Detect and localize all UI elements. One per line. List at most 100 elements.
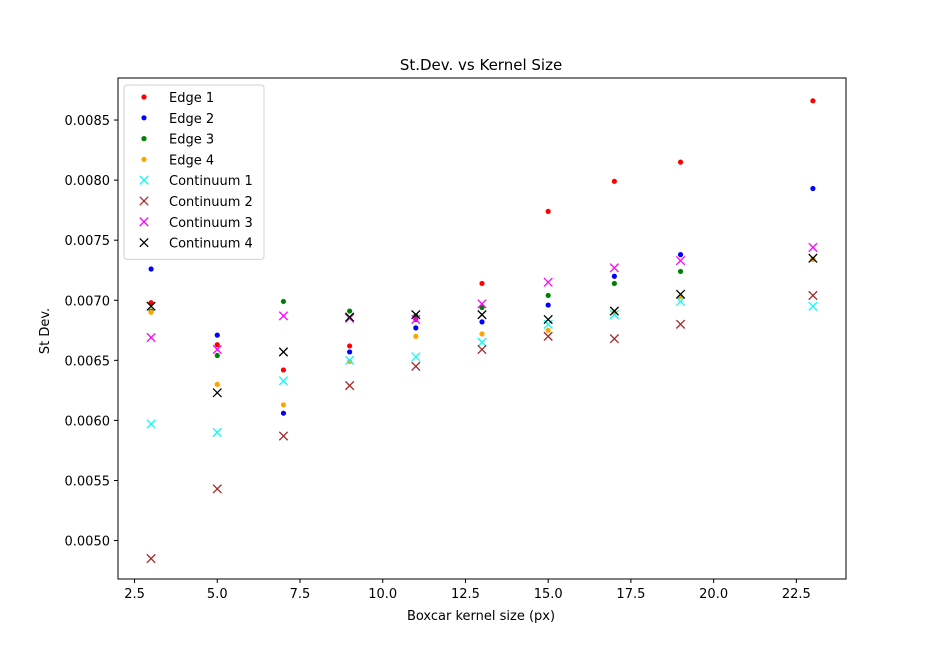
data-point-continuum-4 bbox=[543, 314, 553, 325]
data-point-edge-3 bbox=[677, 268, 684, 275]
data-point-continuum-1 bbox=[344, 355, 355, 365]
legend-label-continuum-2: Continuum 2 bbox=[169, 195, 253, 210]
data-point-edge-2 bbox=[810, 185, 816, 192]
data-point-continuum-4 bbox=[808, 253, 818, 263]
data-point-edge-2 bbox=[214, 332, 220, 338]
data-point-edge-2 bbox=[413, 325, 419, 331]
x-tick-label: 5.0 bbox=[207, 587, 228, 602]
plot-area bbox=[117, 77, 847, 580]
legend-label-edge-1: Edge 1 bbox=[169, 91, 214, 106]
data-point-edge-2 bbox=[611, 273, 617, 279]
data-point-continuum-3 bbox=[808, 242, 818, 253]
y-axis-label: St Dev. bbox=[38, 308, 53, 354]
legend: Edge 1 Edge 2 Edge 3 Edge 4 Continuum 1 Conti… bbox=[123, 84, 265, 260]
legend-marker-edge-2 bbox=[141, 115, 147, 121]
data-point-continuum-3 bbox=[278, 311, 289, 321]
data-point-edge-1 bbox=[810, 98, 816, 104]
data-point-edge-4 bbox=[347, 358, 353, 365]
data-point-continuum-1 bbox=[411, 352, 421, 362]
legend-marker-continuum-3 bbox=[139, 217, 149, 227]
data-point-continuum-2 bbox=[675, 319, 686, 329]
data-point-continuum-3 bbox=[477, 299, 487, 309]
x-axis-ticks: 2.5 5.0 7.5 10.0 12.5 15.0 17.5 20.0 22.5 bbox=[124, 579, 811, 602]
data-point-continuum-1 bbox=[808, 301, 818, 311]
data-point-edge-1 bbox=[214, 342, 220, 348]
data-point-edge-4 bbox=[810, 256, 816, 263]
data-point-edge-2 bbox=[479, 319, 485, 325]
legend-label-edge-4: Edge 4 bbox=[169, 153, 214, 168]
x-tick-label: 22.5 bbox=[782, 587, 811, 602]
series-edge-4 bbox=[148, 256, 816, 408]
x-tick-label: 10.0 bbox=[368, 587, 397, 602]
legend-marker-continuum-4 bbox=[139, 237, 149, 248]
y-tick-label: 0.0085 bbox=[65, 114, 111, 129]
data-point-continuum-4 bbox=[477, 310, 487, 320]
y-tick-label: 0.0050 bbox=[65, 535, 111, 550]
data-point-continuum-2 bbox=[411, 361, 421, 372]
data-point-continuum-1 bbox=[146, 419, 156, 429]
data-point-continuum-4 bbox=[278, 347, 289, 357]
data-point-continuum-1 bbox=[609, 310, 620, 320]
x-tick-label: 17.5 bbox=[616, 587, 645, 602]
x-tick-label: 20.0 bbox=[699, 587, 728, 602]
data-point-continuum-2 bbox=[146, 553, 156, 564]
data-point-edge-4 bbox=[479, 331, 485, 337]
data-point-continuum-4 bbox=[609, 306, 620, 316]
data-point-edge-1 bbox=[677, 159, 684, 165]
data-point-continuum-4 bbox=[344, 312, 355, 322]
data-point-continuum-3 bbox=[543, 277, 553, 287]
data-point-continuum-2 bbox=[543, 331, 553, 341]
data-point-continuum-1 bbox=[212, 427, 222, 438]
legend-label-edge-2: Edge 2 bbox=[169, 112, 214, 127]
x-axis-label: Boxcar kernel size (px) bbox=[407, 609, 555, 624]
data-point-continuum-1 bbox=[543, 319, 553, 329]
series-continuum-3 bbox=[146, 242, 818, 355]
y-tick-label: 0.0080 bbox=[65, 174, 111, 189]
data-point-edge-4 bbox=[545, 327, 551, 333]
series-continuum-2 bbox=[146, 290, 818, 564]
data-point-continuum-2 bbox=[212, 484, 222, 494]
data-point-edge-1 bbox=[148, 300, 154, 306]
data-point-edge-3 bbox=[545, 292, 551, 299]
data-point-edge-3 bbox=[479, 304, 485, 311]
legend-label-edge-3: Edge 3 bbox=[169, 133, 214, 148]
x-tick-label: 12.5 bbox=[451, 587, 480, 602]
data-point-continuum-1 bbox=[477, 337, 487, 347]
legend-label-continuum-3: Continuum 3 bbox=[169, 216, 253, 231]
data-point-edge-2 bbox=[677, 252, 684, 258]
data-point-continuum-4 bbox=[146, 301, 156, 311]
x-tick-label: 15.0 bbox=[534, 587, 563, 602]
y-axis-ticks: 0.0050 0.0055 0.0060 0.0065 0.0070 0.0075 0.00… bbox=[65, 114, 118, 550]
data-point-continuum-4 bbox=[411, 310, 421, 320]
data-point-edge-2 bbox=[280, 410, 287, 416]
legend-marker-edge-1 bbox=[141, 94, 147, 100]
legend-label-continuum-4: Continuum 4 bbox=[169, 237, 253, 252]
legend-label-continuum-1: Continuum 1 bbox=[169, 174, 253, 189]
data-point-edge-3 bbox=[280, 298, 287, 305]
data-point-continuum-3 bbox=[675, 255, 686, 266]
legend-marker-continuum-2 bbox=[139, 196, 149, 206]
data-point-continuum-1 bbox=[675, 296, 686, 307]
series-continuum-1 bbox=[146, 296, 818, 438]
data-point-continuum-3 bbox=[609, 263, 620, 273]
data-point-edge-2 bbox=[347, 349, 353, 355]
y-tick-label: 0.0075 bbox=[65, 234, 111, 249]
data-point-continuum-4 bbox=[212, 388, 222, 398]
data-point-continuum-2 bbox=[808, 290, 818, 301]
data-point-edge-3 bbox=[611, 280, 617, 287]
legend-marker-edge-4 bbox=[141, 156, 147, 162]
x-tick-label: 7.5 bbox=[290, 587, 311, 602]
legend-marker-edge-3 bbox=[141, 136, 147, 142]
data-point-edge-1 bbox=[611, 178, 617, 184]
series-continuum-4 bbox=[146, 253, 818, 398]
y-tick-label: 0.0060 bbox=[65, 414, 111, 429]
data-point-continuum-4 bbox=[675, 289, 686, 299]
data-points bbox=[146, 98, 818, 564]
legend-marker-continuum-1 bbox=[139, 175, 149, 185]
data-point-edge-1 bbox=[280, 367, 287, 373]
series-edge-2 bbox=[148, 185, 816, 416]
plot-frame bbox=[117, 77, 847, 580]
data-point-edge-4 bbox=[214, 381, 220, 387]
data-point-edge-4 bbox=[280, 402, 287, 408]
